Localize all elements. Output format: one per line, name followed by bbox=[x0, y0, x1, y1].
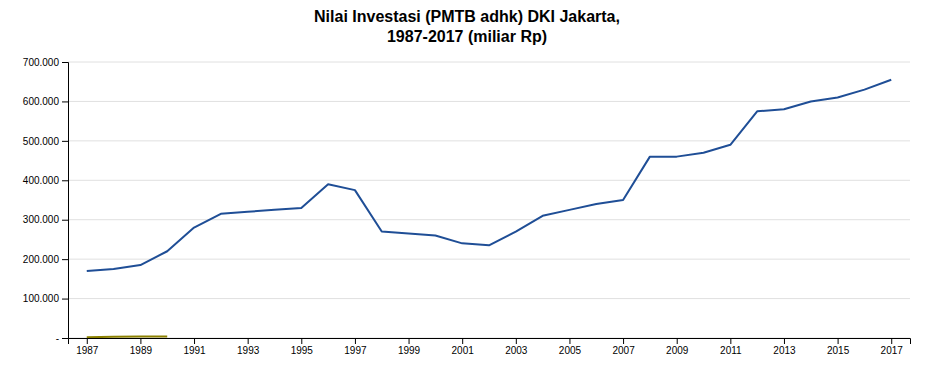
x-tick-mark bbox=[516, 338, 517, 344]
x-tick: 2009 bbox=[666, 338, 689, 356]
x-tick-mark bbox=[677, 338, 678, 344]
x-axis-line bbox=[69, 339, 911, 345]
grid-line bbox=[68, 219, 910, 220]
y-tick-mark bbox=[62, 338, 68, 339]
grid-line bbox=[68, 180, 910, 181]
y-tick: 300.000 bbox=[23, 214, 68, 225]
y-tick-label: 200.000 bbox=[23, 254, 60, 265]
x-tick-label: 1999 bbox=[398, 345, 421, 356]
y-tick: 400.000 bbox=[23, 175, 68, 186]
grid-line bbox=[68, 101, 910, 102]
x-tick-mark bbox=[140, 338, 141, 344]
x-tick-label: 2005 bbox=[559, 345, 582, 356]
x-tick-label: 1987 bbox=[76, 345, 99, 356]
y-tick: - bbox=[56, 333, 68, 344]
x-tick-mark bbox=[462, 338, 463, 344]
x-tick-label: 2007 bbox=[612, 345, 635, 356]
x-tick-label: 1989 bbox=[130, 345, 153, 356]
y-tick-mark bbox=[62, 101, 68, 102]
y-axis-line bbox=[62, 63, 69, 339]
x-tick: 1993 bbox=[237, 338, 260, 356]
series-line bbox=[87, 80, 891, 271]
y-tick-label: 600.000 bbox=[23, 96, 60, 107]
x-tick-label: 1991 bbox=[183, 345, 206, 356]
x-tick: 2015 bbox=[827, 338, 850, 356]
series-line bbox=[87, 335, 167, 338]
x-tick-label: 2017 bbox=[881, 345, 904, 356]
x-tick-mark bbox=[838, 338, 839, 344]
x-tick: 1987 bbox=[76, 338, 99, 356]
grid-line bbox=[68, 62, 910, 63]
title-line: 1987-2017 (miliar Rp) bbox=[387, 28, 547, 45]
chart-title: Nilai Investasi (PMTB adhk) DKI Jakarta,… bbox=[314, 8, 620, 45]
y-tick-mark bbox=[62, 220, 68, 221]
x-tick: 2017 bbox=[881, 338, 904, 356]
x-axis: 1987 1989 1991 1993 1995 1997 1999 2001 2003 2005… bbox=[69, 338, 911, 356]
x-tick: 2011 bbox=[720, 338, 742, 356]
x-tick: 2013 bbox=[773, 338, 796, 356]
x-tick-mark bbox=[301, 338, 302, 344]
x-tick-mark bbox=[87, 338, 88, 344]
x-tick-mark bbox=[409, 338, 410, 344]
y-tick-mark bbox=[62, 259, 68, 260]
y-tick: 600.000 bbox=[23, 96, 68, 107]
chart-svg: Nilai Investasi (PMTB adhk) DKI Jakarta,… bbox=[0, 0, 934, 370]
x-tick: 2001 bbox=[452, 338, 475, 356]
y-tick-mark bbox=[62, 180, 68, 181]
y-tick-label: 100.000 bbox=[23, 293, 60, 304]
title-line: Nilai Investasi (PMTB adhk) DKI Jakarta, bbox=[314, 8, 620, 25]
x-tick-mark bbox=[730, 338, 731, 344]
x-tick-mark bbox=[194, 338, 195, 344]
x-tick: 1999 bbox=[398, 338, 421, 356]
x-tick-label: 1995 bbox=[291, 345, 314, 356]
grid-line bbox=[68, 298, 910, 299]
x-tick-label: 2011 bbox=[720, 345, 742, 356]
y-tick-label: 500.000 bbox=[23, 136, 60, 147]
x-tick-label: 1997 bbox=[344, 345, 367, 356]
y-tick: 200.000 bbox=[23, 254, 68, 265]
grid bbox=[68, 62, 910, 338]
grid-line bbox=[68, 259, 910, 260]
x-tick-mark bbox=[248, 338, 249, 344]
y-tick-mark bbox=[62, 62, 68, 63]
y-tick-label: 400.000 bbox=[23, 175, 60, 186]
x-tick-mark bbox=[355, 338, 356, 344]
x-tick: 1989 bbox=[130, 338, 153, 356]
x-tick: 2005 bbox=[559, 338, 582, 356]
grid-line bbox=[68, 140, 910, 141]
y-tick-mark bbox=[62, 141, 68, 142]
y-axis: - 100.000 200.000 300.000 400.000 500.000 600.… bbox=[23, 57, 69, 344]
x-tick-mark bbox=[569, 338, 570, 344]
marks bbox=[87, 80, 891, 337]
x-tick-label: 1993 bbox=[237, 345, 260, 356]
y-tick-mark bbox=[62, 299, 68, 300]
plot-area: - 100.000 200.000 300.000 400.000 500.000 600.… bbox=[23, 57, 911, 356]
x-tick-mark bbox=[784, 338, 785, 344]
x-tick: 1995 bbox=[291, 338, 314, 356]
x-tick-label: 2003 bbox=[505, 345, 528, 356]
x-tick-label: 2001 bbox=[452, 345, 475, 356]
y-tick: 700.000 bbox=[23, 57, 68, 68]
y-tick: 500.000 bbox=[23, 136, 68, 147]
x-tick-label: 2015 bbox=[827, 345, 850, 356]
x-tick-label: 2009 bbox=[666, 345, 689, 356]
x-tick: 2007 bbox=[612, 338, 635, 356]
y-tick-label: 700.000 bbox=[23, 57, 60, 68]
x-tick-mark bbox=[891, 338, 892, 344]
x-tick: 2003 bbox=[505, 338, 528, 356]
x-tick: 1997 bbox=[344, 338, 367, 356]
x-tick-mark bbox=[623, 338, 624, 344]
y-tick: 100.000 bbox=[23, 293, 68, 304]
y-tick-label: 300.000 bbox=[23, 214, 60, 225]
x-tick-label: 2013 bbox=[773, 345, 796, 356]
x-tick: 1991 bbox=[183, 338, 206, 356]
y-tick-label: - bbox=[56, 333, 59, 344]
